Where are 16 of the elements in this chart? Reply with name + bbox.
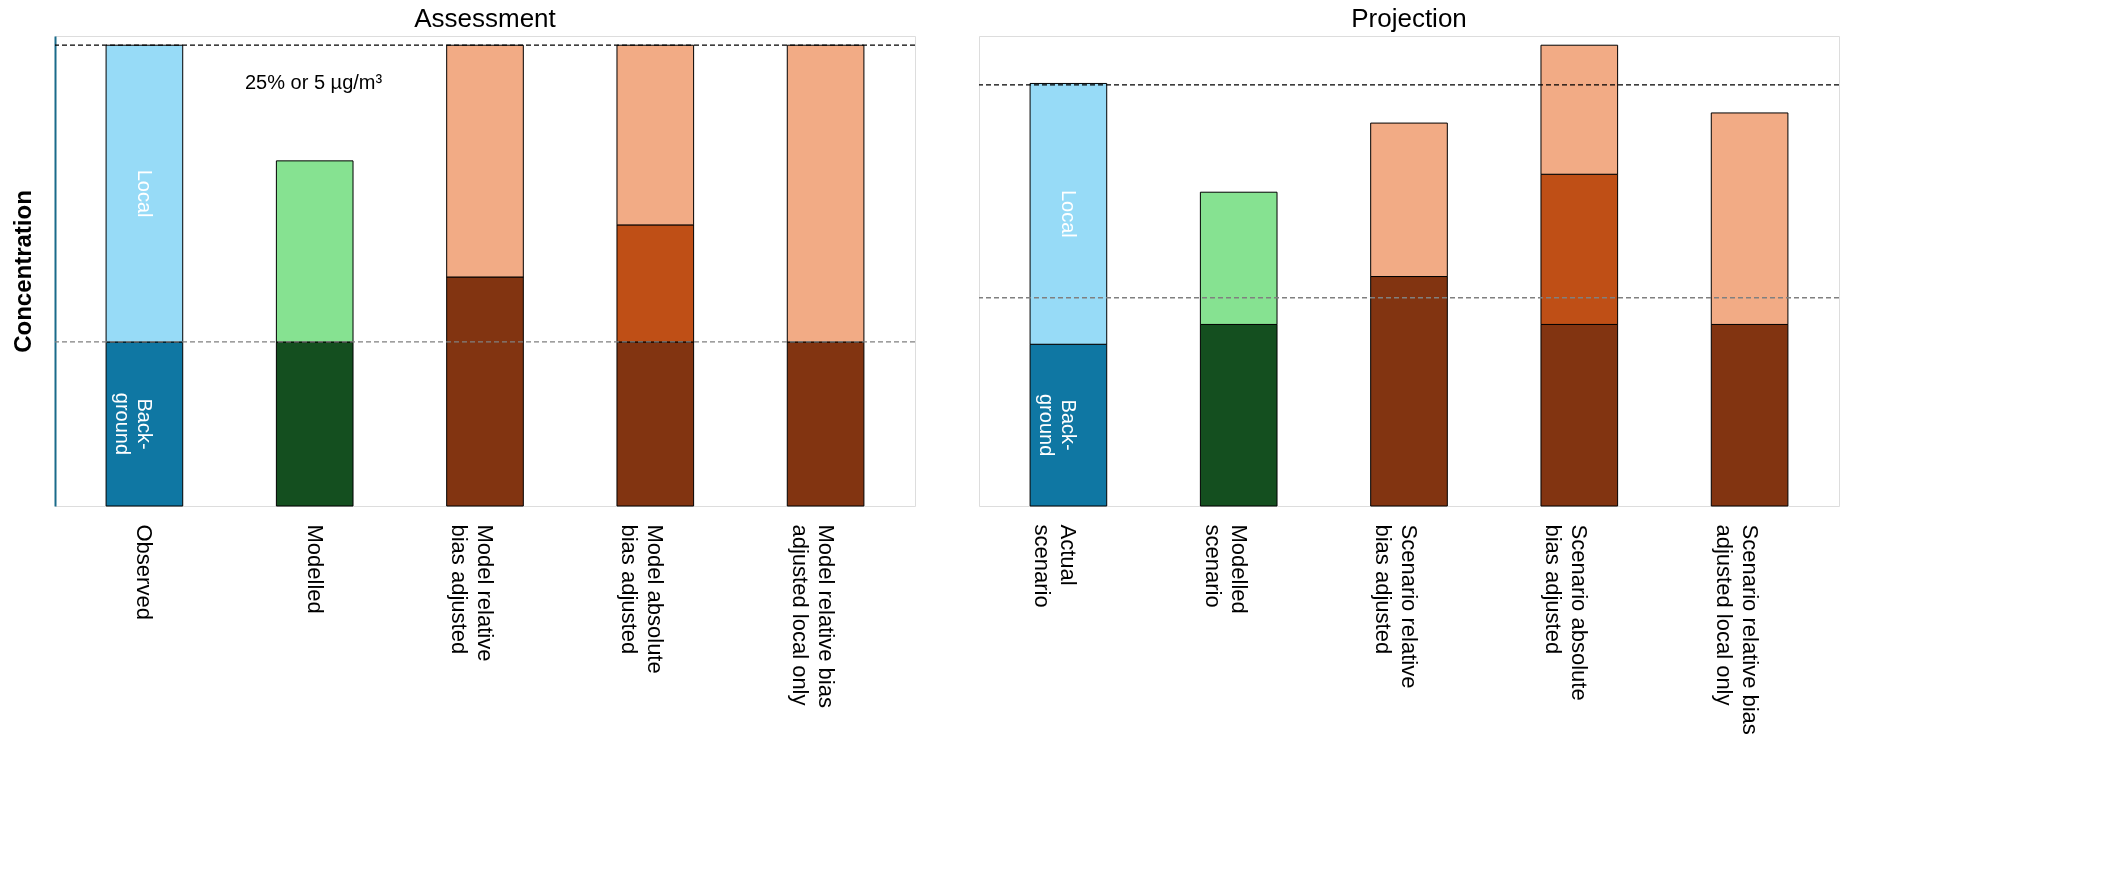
annotation: Local [134, 169, 157, 218]
x-tick-label: Modelled scenario [1200, 524, 1252, 614]
x-tick-label: Observed [132, 524, 158, 620]
chart-title: Assessment [414, 3, 557, 33]
ref-line-label: 25% or 5 µg/m³ [245, 71, 383, 94]
chart-title: Projection [1351, 3, 1467, 33]
annotation: Local [1058, 189, 1081, 238]
x-tick-label: Modelled [302, 524, 328, 614]
annotation: Back- ground [112, 392, 157, 456]
x-tick-label: Model relative bias adjusted [447, 524, 498, 662]
x-tick-label: Scenario relative bias adjusted [1371, 524, 1422, 689]
x-tick-label: Model absolute bias adjusted [617, 524, 669, 674]
y-axis-title: Concentration [8, 190, 36, 353]
x-tick-label: Scenario absolute bias adjusted [1541, 524, 1593, 701]
x-tick-label: Actual scenario [1030, 524, 1082, 608]
annotation: Back- ground [1036, 393, 1081, 457]
